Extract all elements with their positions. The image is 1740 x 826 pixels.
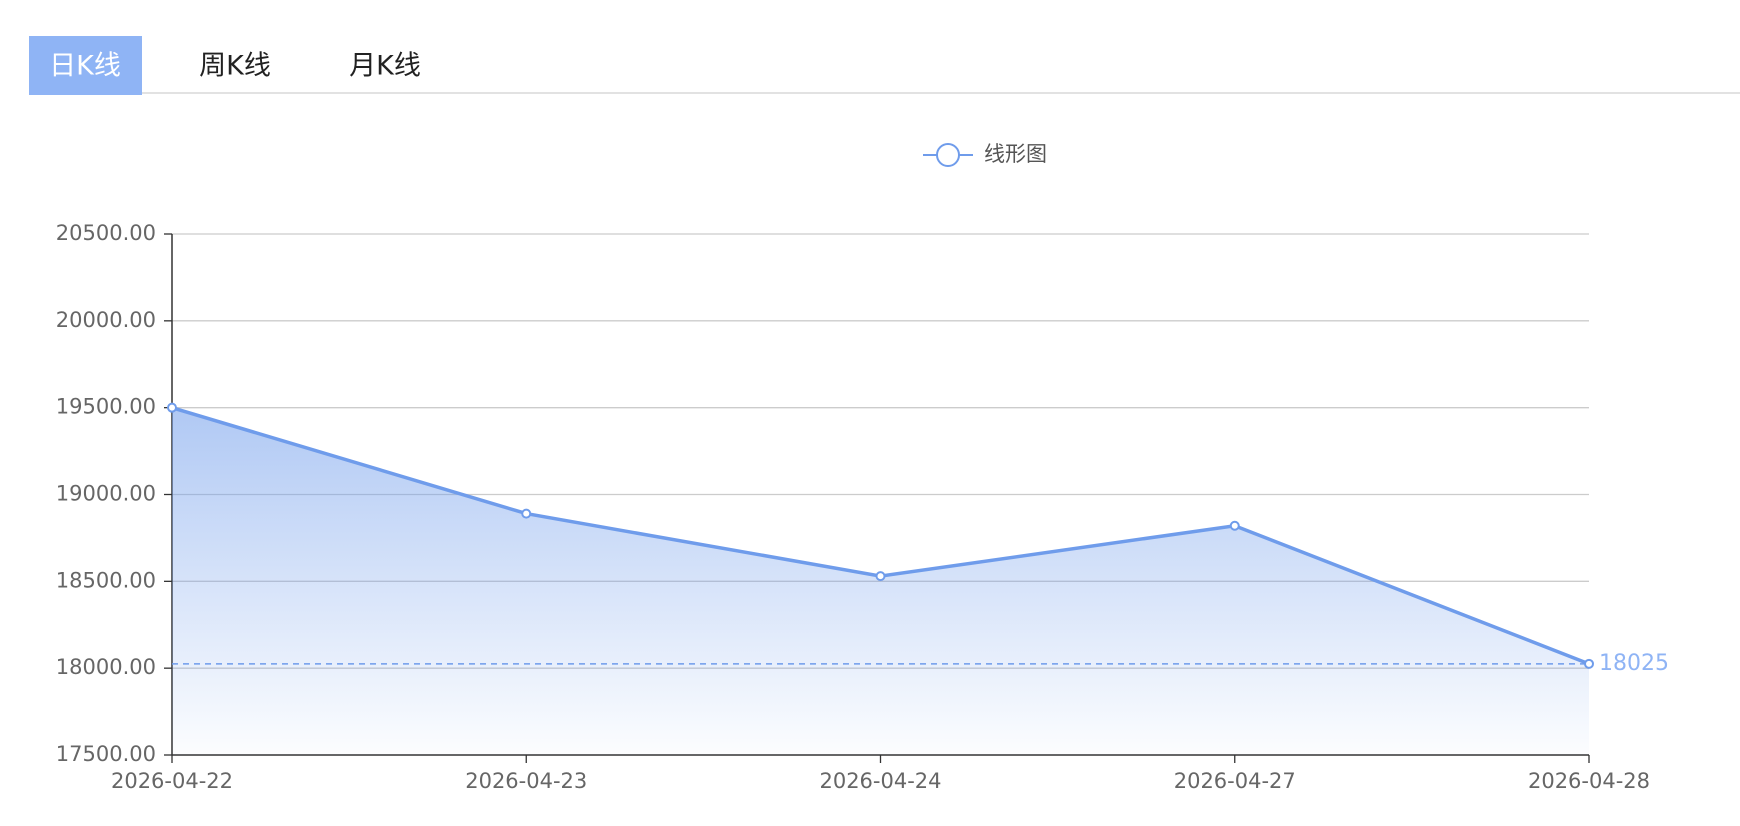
area [172,407,1589,755]
tab[interactable]: 周K线 [199,51,271,82]
mark-line-label: 18025 [1599,651,1669,676]
point [167,402,177,413]
x-tick-label: 2026-04-23 [465,769,587,793]
point [875,571,886,582]
x-tick-label: 2026-04-22 [111,769,233,793]
legend-label: 线形图 [984,142,1047,166]
y-tick-label: 19500.00 [56,395,156,419]
point [1229,520,1240,531]
legend-marker [936,143,960,167]
x-tick-label: 2026-04-24 [819,769,941,793]
y-tick-label: 19000.00 [56,482,156,506]
tab-active-bg[interactable] [29,36,142,95]
point [521,508,532,519]
y-tick-label: 18000.00 [56,655,156,679]
y-tick-label: 18500.00 [56,568,156,592]
y-tick-label: 17500.00 [56,742,156,766]
x-tick-label: 2026-04-27 [1174,769,1296,793]
y-tick-label: 20500.00 [56,221,156,245]
y-tick-label: 20000.00 [56,308,156,332]
tab[interactable]: 日K线 [49,51,121,82]
x-tick-label: 2026-04-28 [1528,769,1650,793]
tab[interactable]: 月K线 [349,51,421,82]
